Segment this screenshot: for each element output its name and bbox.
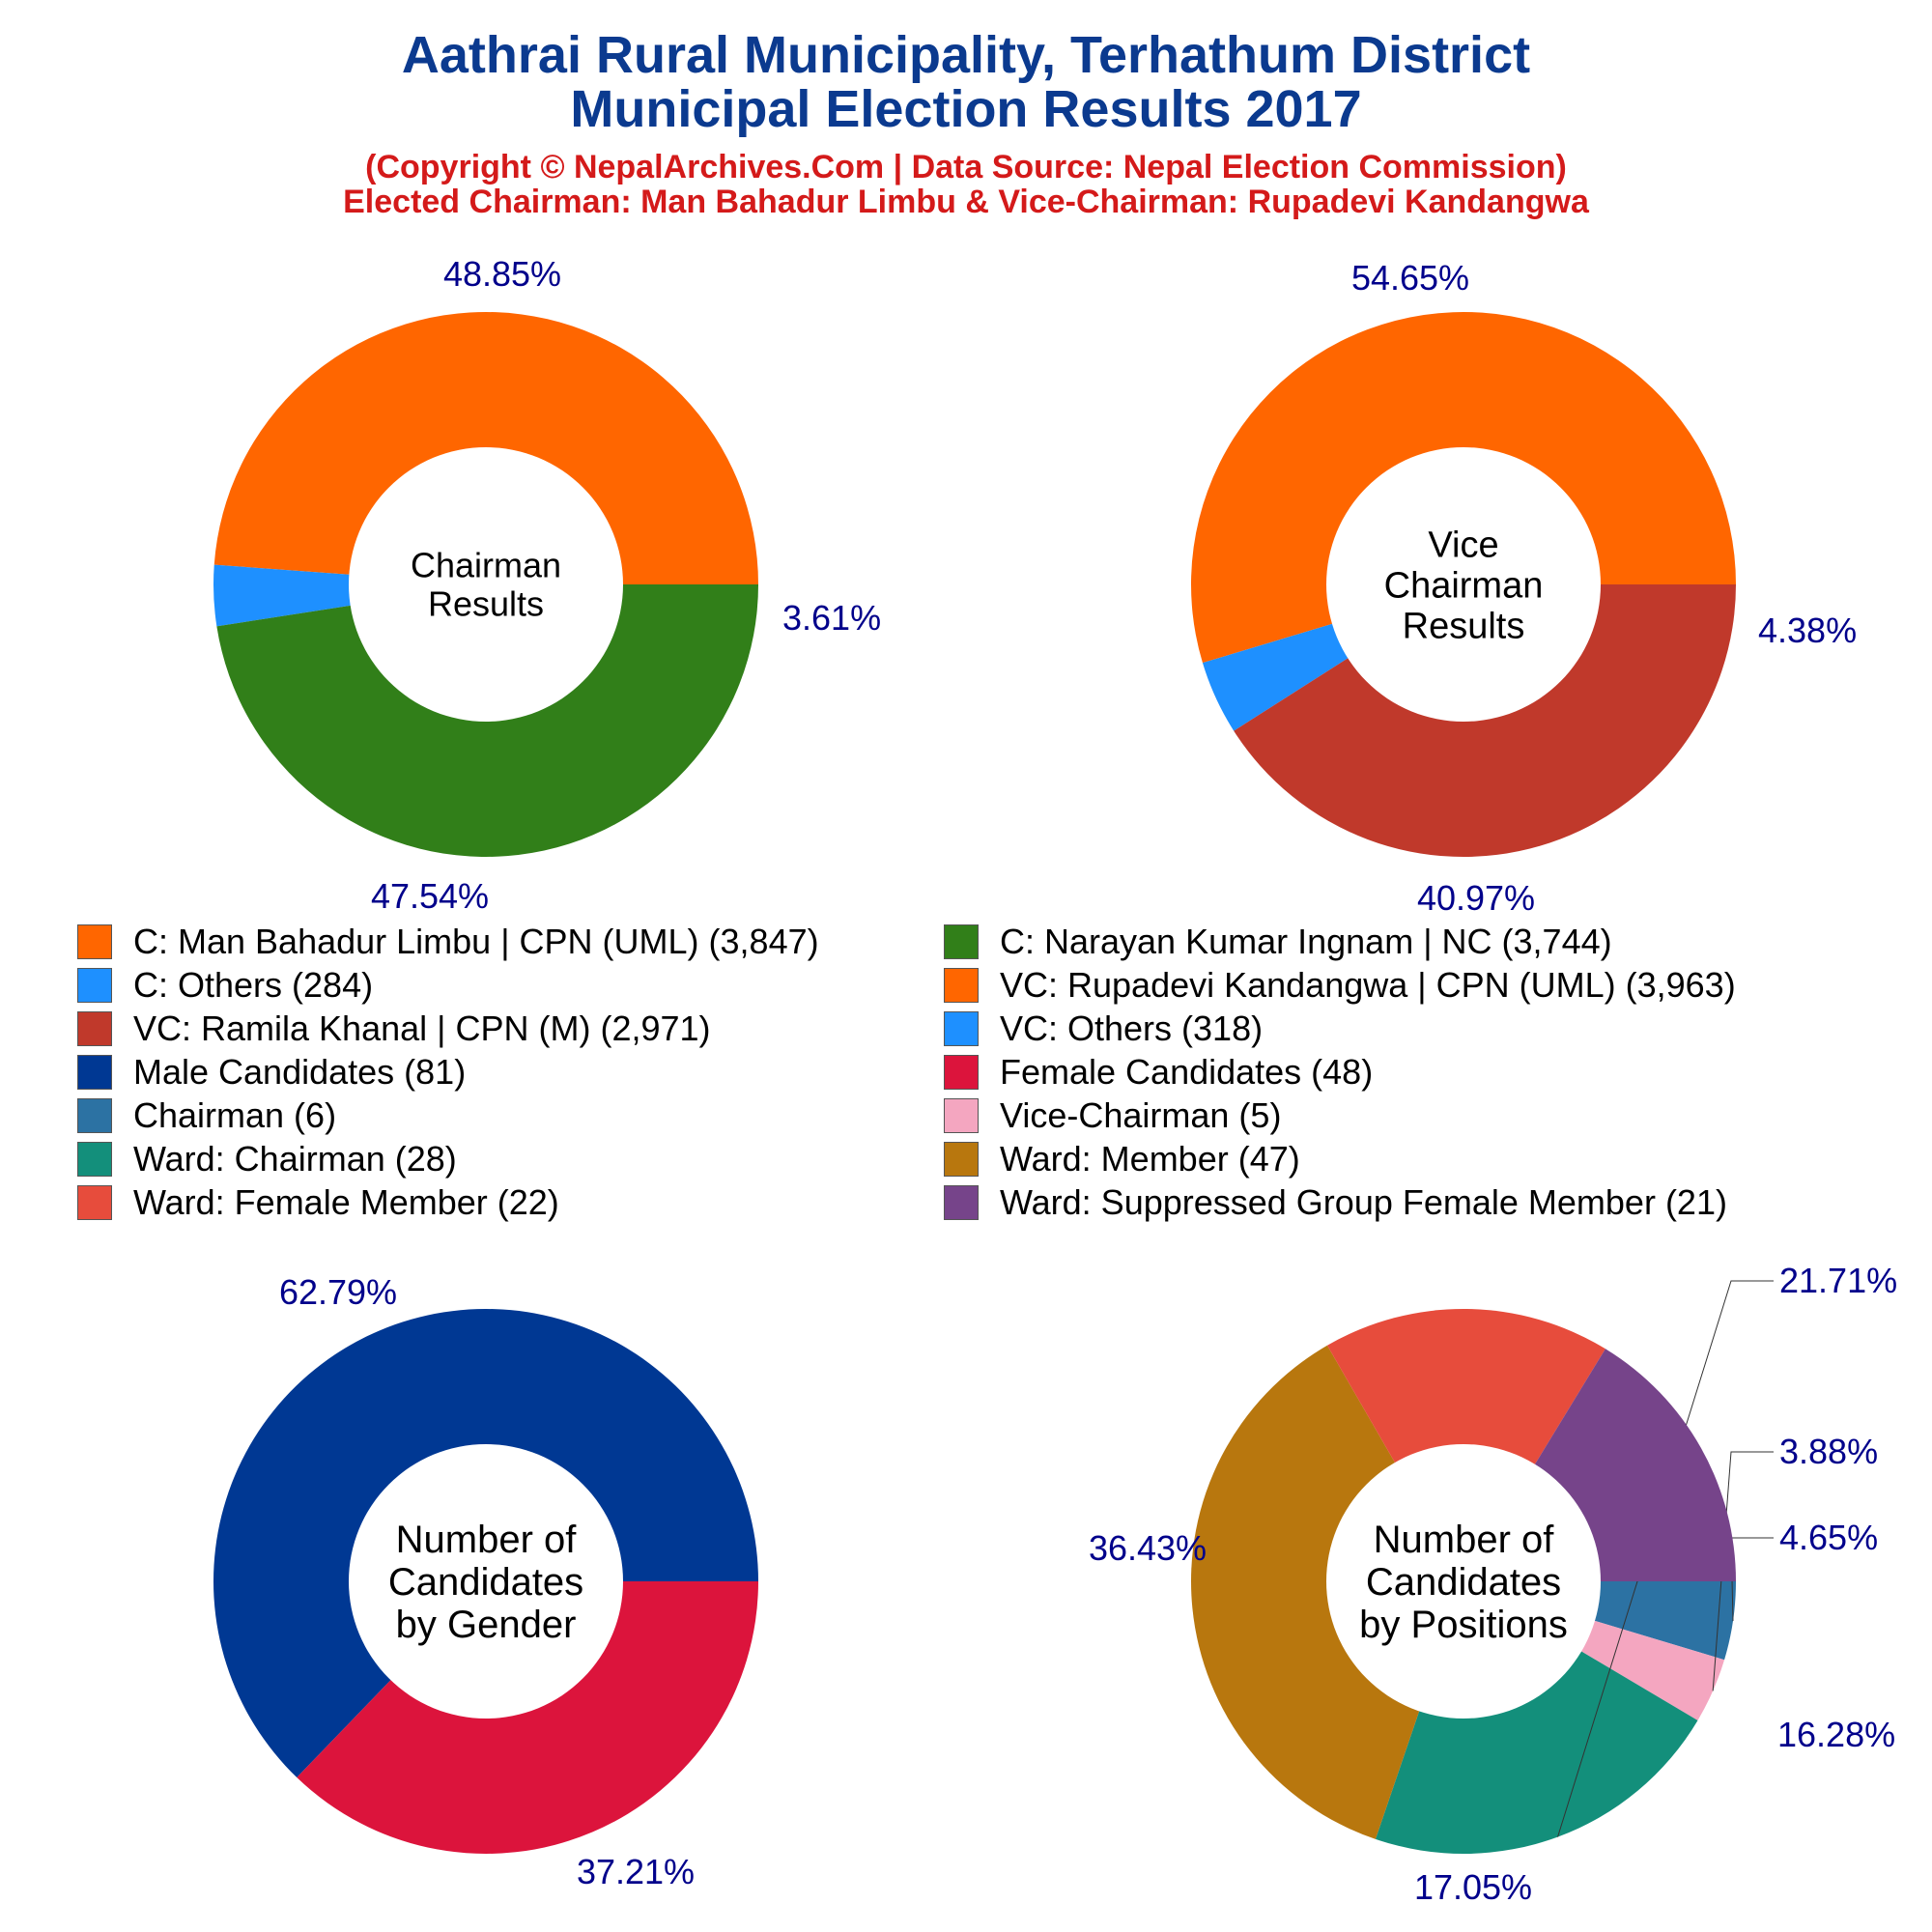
legend-item: Female Candidates (48) <box>944 1050 1736 1094</box>
legend-label: C: Others (284) <box>133 964 374 1005</box>
legend-label: Female Candidates (48) <box>1000 1051 1374 1092</box>
legend-swatch <box>77 1141 112 1177</box>
percent-label: 4.38% <box>1758 611 1857 650</box>
legend-item: Ward: Suppressed Group Female Member (21… <box>944 1180 1736 1224</box>
legend-swatch <box>77 1054 112 1090</box>
legend-label: VC: Rupadevi Kandangwa | CPN (UML) (3,96… <box>1000 964 1736 1005</box>
legend-label: Male Candidates (81) <box>133 1051 467 1092</box>
center-label: Results <box>428 584 544 624</box>
percent-label: 54.65% <box>1351 258 1469 298</box>
donut-chart-4: 4.65% 3.88% 21.71% 36.43% 17.05% 16.28% Number… <box>1089 1261 1897 1907</box>
legend-item: Vice-Chairman (5) <box>944 1094 1736 1137</box>
percent-label: 4.65% <box>1779 1518 1878 1557</box>
leader-line <box>1730 1537 1774 1622</box>
center-label: Chairman <box>1384 565 1544 606</box>
legend-item: Chairman (6) <box>77 1094 819 1137</box>
center-label: by Gender <box>396 1604 577 1646</box>
legend-item: Ward: Member (47) <box>944 1137 1736 1180</box>
legend-item: C: Man Bahadur Limbu | CPN (UML) (3,847) <box>77 920 819 963</box>
legend-label: Ward: Member (47) <box>1000 1138 1300 1179</box>
legend-label: Vice-Chairman (5) <box>1000 1094 1282 1135</box>
percent-label: 62.79% <box>279 1272 397 1312</box>
percent-label: 47.54% <box>371 876 489 916</box>
center-label: Candidates <box>388 1561 583 1604</box>
legend-item: C: Narayan Kumar Ingnam | NC (3,744) <box>944 920 1736 963</box>
legend-swatch <box>77 1097 112 1133</box>
legend-swatch <box>944 1141 979 1177</box>
percent-label: 37.21% <box>577 1852 695 1891</box>
legend-item: C: Others (284) <box>77 963 819 1007</box>
center-label: Number of <box>1374 1519 1555 1561</box>
leader-line <box>1557 1280 1774 1837</box>
legend-item: VC: Rupadevi Kandangwa | CPN (UML) (3,96… <box>944 963 1736 1007</box>
legend-swatch <box>77 923 112 959</box>
chart-title-line1: Aathrai Rural Municipality, Terhathum Di… <box>401 26 1531 84</box>
legend-item: VC: Others (318) <box>944 1007 1736 1050</box>
center-label: Results <box>1403 606 1525 646</box>
legend-swatch <box>944 1097 979 1133</box>
center-label: Chairman <box>411 546 561 585</box>
elected-line: Elected Chairman: Man Bahadur Limbu & Vi… <box>343 184 1589 220</box>
percent-label: 3.61% <box>782 598 881 638</box>
legend-swatch <box>944 1010 979 1046</box>
legend-swatch <box>944 923 979 959</box>
legend-label: Ward: Chairman (28) <box>133 1138 457 1179</box>
legend-item: Male Candidates (81) <box>77 1050 819 1094</box>
percent-label: 21.71% <box>1779 1261 1897 1300</box>
center-label: Vice <box>1428 525 1498 565</box>
legend-swatch <box>944 1184 979 1220</box>
donut-hole <box>349 1444 623 1719</box>
percent-label: 3.88% <box>1779 1432 1878 1471</box>
legend-label: Ward: Suppressed Group Female Member (21… <box>1000 1181 1727 1222</box>
percent-label: 40.97% <box>1417 878 1535 918</box>
donut-hole <box>1326 447 1601 722</box>
legend-label: C: Narayan Kumar Ingnam | NC (3,744) <box>1000 921 1612 961</box>
percent-label: 16.28% <box>1777 1715 1895 1754</box>
center-label: Number of <box>396 1519 578 1561</box>
legend-right-column: C: Narayan Kumar Ingnam | NC (3,744) VC: … <box>944 920 1736 1224</box>
percent-label: 36.43% <box>1089 1528 1207 1568</box>
percent-label: 17.05% <box>1414 1867 1532 1907</box>
percent-label: 48.85% <box>443 254 561 294</box>
donut-hole <box>1326 1444 1601 1719</box>
legend-label: C: Man Bahadur Limbu | CPN (UML) (3,847) <box>133 921 819 961</box>
legend-swatch <box>944 1054 979 1090</box>
legend-item: Ward: Chairman (28) <box>77 1137 819 1180</box>
legend-swatch <box>77 967 112 1003</box>
legend-swatch <box>77 1010 112 1046</box>
leader-line <box>1712 1451 1774 1691</box>
copyright-line: (Copyright © NepalArchives.Com | Data So… <box>365 149 1567 185</box>
legend-label: VC: Others (318) <box>1000 1008 1264 1048</box>
legend-swatch <box>944 967 979 1003</box>
chart-title-line2: Municipal Election Results 2017 <box>570 80 1362 138</box>
pie-slice <box>297 1581 758 1854</box>
legend-label: VC: Ramila Khanal | CPN (M) (2,971) <box>133 1008 711 1048</box>
center-label: by Positions <box>1359 1604 1568 1646</box>
legend-left-column: C: Man Bahadur Limbu | CPN (UML) (3,847)… <box>77 920 819 1224</box>
donut-hole <box>349 447 623 722</box>
legend-label: Ward: Female Member (22) <box>133 1181 559 1222</box>
legend-item: VC: Ramila Khanal | CPN (M) (2,971) <box>77 1007 819 1050</box>
legend-swatch <box>77 1184 112 1220</box>
center-label: Candidates <box>1366 1561 1561 1604</box>
legend-label: Chairman (6) <box>133 1094 337 1135</box>
legend-item: Ward: Female Member (22) <box>77 1180 819 1224</box>
